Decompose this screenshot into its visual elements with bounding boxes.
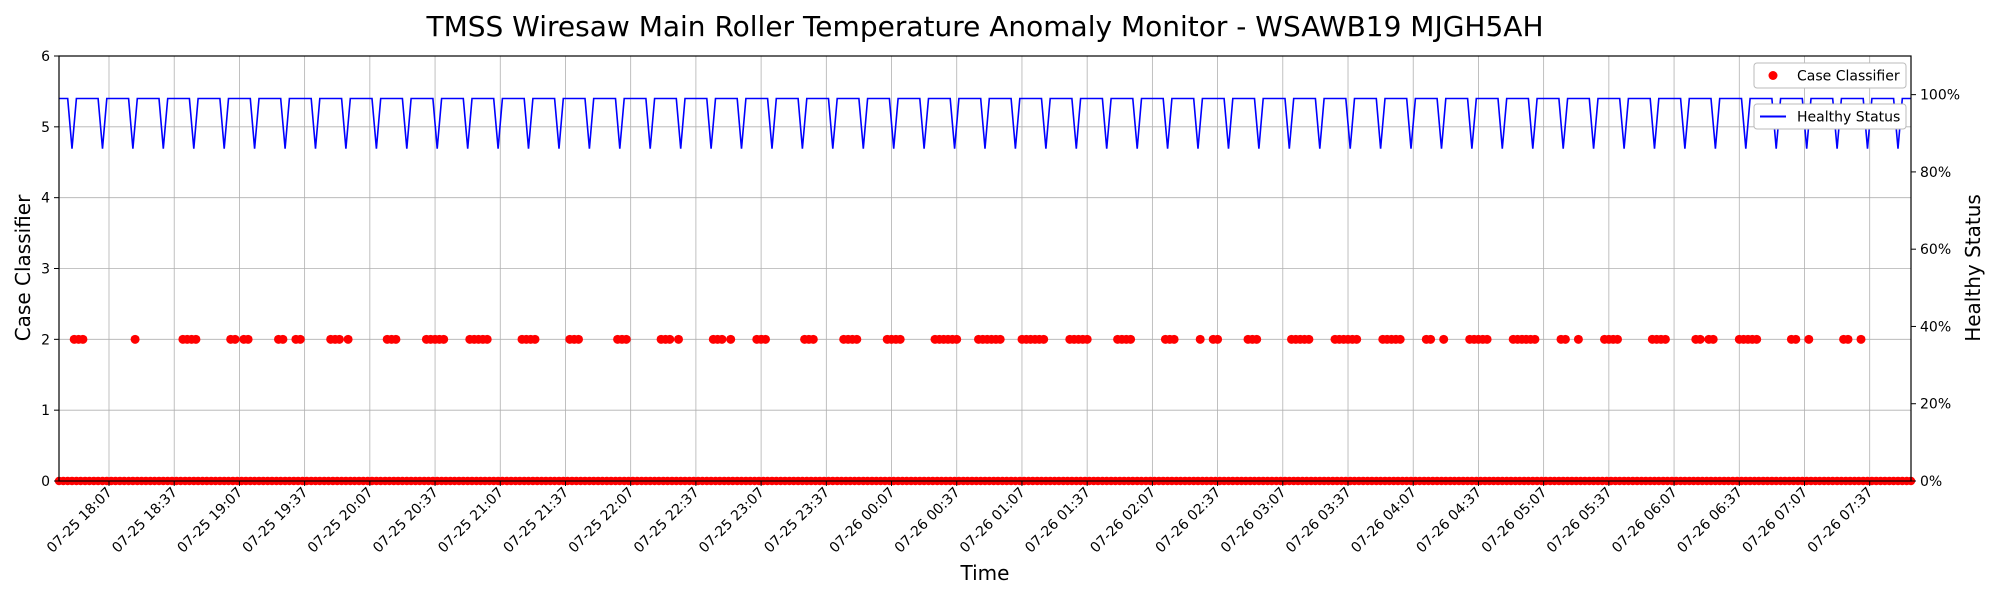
y2-tick-label: 0%	[1920, 474, 1942, 490]
case-classifier-anomaly-point	[1660, 334, 1670, 344]
y2-tick-label: 40%	[1920, 319, 1951, 335]
case-classifier-anomaly-point	[1843, 334, 1853, 344]
x-axis-label: Time	[960, 561, 1010, 585]
case-classifier-anomaly-point	[1804, 334, 1814, 344]
y-tick-label: 2	[41, 332, 50, 348]
case-classifier-anomaly-point	[1426, 334, 1436, 344]
case-classifier-anomaly-point	[574, 334, 583, 344]
legend-label-case-classifier: Case Classifier	[1797, 69, 1900, 85]
case-classifier-anomaly-point	[852, 334, 862, 344]
y2-axis-label: Healthy Status	[1961, 194, 1985, 342]
case-classifier-anomaly-point	[895, 334, 905, 344]
chart-title: TMSS Wiresaw Main Roller Temperature Ano…	[425, 10, 1543, 43]
case-classifier-anomaly-point	[191, 334, 201, 344]
case-classifier-anomaly-point	[1082, 334, 1092, 344]
case-classifier-anomaly-point	[952, 334, 962, 344]
case-classifier-anomaly-point	[1039, 334, 1049, 344]
case-classifier-anomaly-point	[1695, 334, 1705, 344]
case-classifier-anomaly-point	[343, 334, 353, 344]
case-classifier-anomaly-point	[1126, 334, 1136, 344]
case-classifier-anomaly-point	[1252, 334, 1262, 344]
case-classifier-anomaly-point	[1530, 334, 1540, 344]
case-classifier-anomaly-point	[1708, 334, 1718, 344]
case-classifier-anomaly-point	[808, 334, 818, 344]
y2-tick-label: 60%	[1920, 242, 1951, 258]
legend-box-healthy-status	[1753, 103, 1907, 130]
case-classifier-anomaly-point	[439, 334, 449, 344]
case-classifier-anomaly-point	[1560, 334, 1570, 344]
case-classifier-anomaly-point	[1613, 334, 1622, 344]
case-classifier-anomaly-point	[391, 334, 401, 344]
legend-entry-case-classifier: Case Classifier	[1753, 62, 1907, 89]
case-classifier-anomaly-point	[761, 334, 770, 344]
legend: Case Classifier Healthy Status	[1753, 62, 1907, 130]
legend-marker-case-classifier	[1768, 71, 1778, 80]
y-tick-label: 5	[41, 120, 50, 136]
case-classifier-anomaly-point	[1856, 334, 1866, 344]
case-classifier-anomaly-point	[1752, 334, 1762, 344]
case-classifier-anomaly-point	[1573, 334, 1583, 344]
case-classifier-anomaly-point	[726, 334, 736, 344]
case-classifier-anomaly-point	[130, 334, 140, 344]
case-classifier-anomaly-point	[1195, 334, 1205, 344]
legend-label-healthy-status: Healthy Status	[1797, 110, 1900, 126]
case-classifier-anomaly-point	[1482, 334, 1492, 344]
case-classifier-anomaly-point	[1352, 334, 1362, 344]
y2-tick-label: 80%	[1920, 165, 1951, 181]
case-classifier-anomaly-point	[482, 334, 492, 344]
case-classifier-anomaly-point	[230, 334, 240, 344]
case-classifier-anomaly-point	[1791, 334, 1801, 344]
healthy-status-series	[59, 97, 1911, 149]
y2-tick-label: 20%	[1920, 397, 1951, 413]
case-classifier-anomaly-point	[78, 334, 88, 344]
legend-entry-healthy-status: Healthy Status	[1753, 103, 1907, 130]
y-tick-label: 4	[41, 191, 50, 207]
y-tick-label: 6	[41, 49, 50, 65]
case-classifier-anomaly-point	[530, 334, 540, 344]
case-classifier-anomaly-point	[278, 334, 288, 344]
case-classifier-anomaly-point	[1213, 334, 1223, 344]
case-classifier-anomaly-point	[995, 334, 1005, 344]
legend-box-case-classifier	[1753, 62, 1907, 89]
case-classifier-anomaly-point	[674, 334, 683, 344]
case-classifier-anomaly-point	[1169, 334, 1179, 344]
case-classifier-anomaly-point	[665, 334, 675, 344]
case-classifier-anomaly-point	[334, 334, 344, 344]
y-tick-label: 3	[41, 262, 50, 278]
case-classifier-anomaly-point	[1439, 334, 1449, 344]
case-classifier-anomaly-point	[295, 334, 305, 344]
case-classifier-anomaly-point	[1304, 334, 1314, 344]
y2-tick-label: 100%	[1920, 88, 1960, 104]
case-classifier-anomaly-point	[243, 334, 253, 344]
case-classifier-anomaly-point	[1395, 334, 1405, 344]
y-axis-label: Case Classifier	[11, 194, 35, 341]
case-classifier-series	[54, 334, 1916, 486]
case-classifier-anomaly-point	[717, 334, 727, 344]
y-tick-label: 1	[41, 403, 50, 419]
y-tick-label: 0	[41, 474, 50, 490]
healthy-status-line	[59, 97, 1911, 149]
case-classifier-anomaly-point	[621, 334, 631, 344]
